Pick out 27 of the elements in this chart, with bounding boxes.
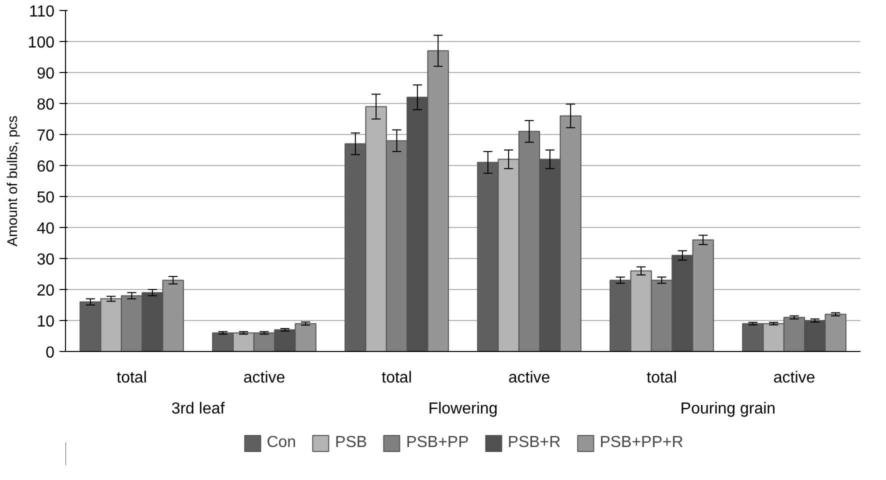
y-axis-title: Amount of bulbs, pcs [4, 116, 20, 246]
x-tick-label: total [116, 370, 147, 386]
legend-label: Con [266, 434, 296, 452]
y-tick-label: 30 [36, 252, 55, 268]
legend-label: PSB [335, 434, 368, 452]
legend-label: PSB+R [508, 434, 561, 452]
x-tick-label: active [773, 370, 816, 386]
x-tick-label: total [646, 370, 677, 386]
y-tick-label: 40 [36, 220, 55, 238]
x-tick-label: active [508, 370, 550, 386]
y-tick-label: 100 [28, 34, 55, 52]
y-tick-label: 110 [28, 4, 55, 20]
text: 3rd leaf [171, 400, 226, 418]
y-tick-label: 60 [36, 158, 55, 176]
y-tick-label: 20 [36, 282, 55, 300]
legend-label: PSB+PP [406, 434, 469, 452]
text: Flowering [428, 400, 498, 418]
y-tick-label: 90 [36, 66, 55, 82]
text: Pouring grain [680, 400, 776, 418]
x-tick-label: total [382, 370, 412, 386]
y-tick-label: 0 [46, 344, 55, 362]
x-tick-label: active [243, 370, 286, 386]
legend-label: PSB+PP+R [600, 434, 684, 452]
y-tick-label: 50 [36, 190, 55, 206]
y-tick-label: 70 [36, 128, 55, 144]
y-tick-label: 10 [36, 314, 55, 330]
y-tick-label: 80 [36, 96, 55, 114]
